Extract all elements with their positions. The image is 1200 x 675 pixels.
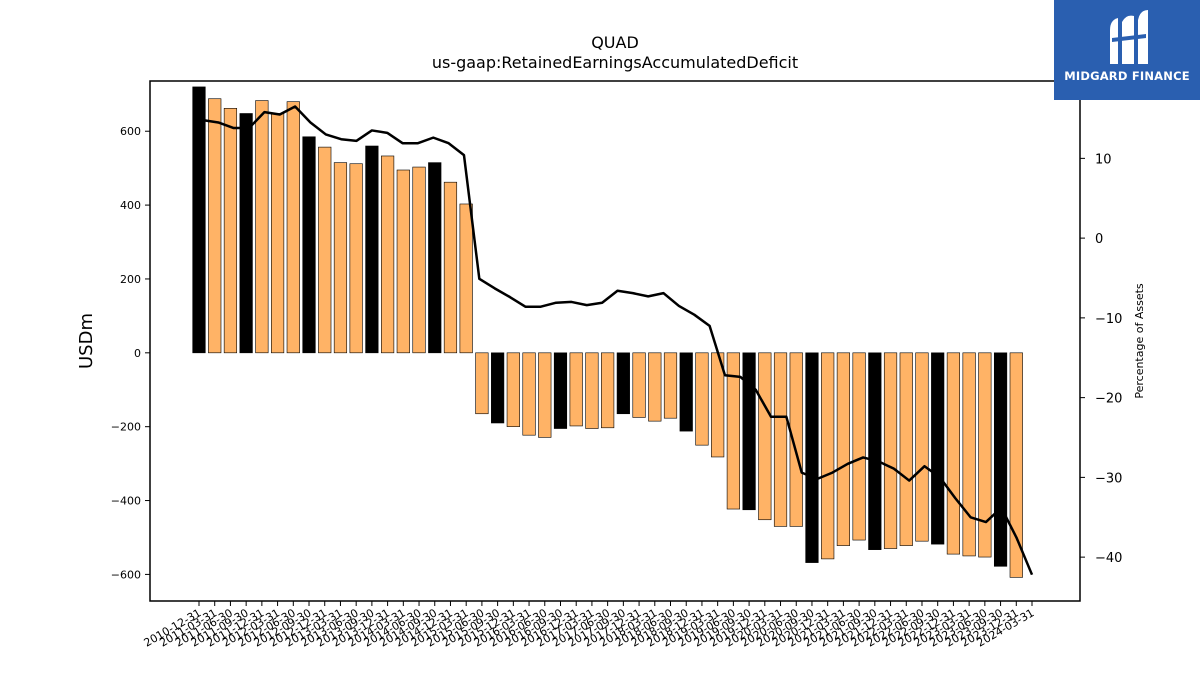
y-axis-label: USDm bbox=[76, 313, 97, 369]
bar-2022-03-31 bbox=[899, 352, 913, 546]
bar-2023-06-30 bbox=[978, 352, 992, 558]
bar-2016-12-31 bbox=[569, 352, 583, 427]
bar-2011-03-31 bbox=[208, 98, 222, 354]
bar-2014-06-30 bbox=[412, 166, 426, 354]
bar-2018-09-30 bbox=[679, 352, 693, 432]
bar-2013-03-31 bbox=[333, 162, 348, 354]
y-tick-label: 600 bbox=[120, 125, 141, 138]
y-tick-label: 200 bbox=[120, 273, 141, 286]
bar-2020-06-30 bbox=[789, 352, 803, 527]
y2-tick-label: −40 bbox=[1095, 551, 1122, 566]
y-tick-label: −200 bbox=[111, 421, 141, 434]
bar-2017-09-30 bbox=[616, 352, 630, 415]
bar-2013-12-31 bbox=[381, 155, 395, 354]
midgard-logo-text: MIDGARD FINANCE bbox=[1064, 69, 1190, 83]
y-tick-label: 400 bbox=[120, 199, 141, 212]
y2-tick-label: −20 bbox=[1095, 392, 1122, 407]
bar-2017-03-31 bbox=[585, 352, 599, 429]
bar-2010-12-31 bbox=[192, 86, 206, 354]
x-axis: 2010-12-312011-03-312011-06-302011-09-30… bbox=[142, 601, 1037, 650]
bar-2012-03-31 bbox=[270, 113, 285, 354]
chart-title: QUAD bbox=[591, 33, 639, 52]
bar-2012-06-30 bbox=[286, 101, 300, 354]
bar-2021-12-31 bbox=[883, 352, 898, 549]
bar-2021-06-30 bbox=[852, 352, 866, 541]
bar-2011-06-30 bbox=[223, 108, 238, 354]
bar-2021-03-31 bbox=[836, 352, 850, 546]
bar-2022-09-30 bbox=[931, 352, 945, 545]
midgard-logo: MIDGARD FINANCE bbox=[1054, 0, 1200, 100]
bar-2020-09-30 bbox=[805, 352, 819, 563]
bar-2018-06-30 bbox=[663, 352, 678, 419]
bar-2015-03-31 bbox=[459, 203, 473, 354]
y2-axis-label: Percentage of Assets bbox=[1133, 283, 1146, 399]
bar-2015-09-30 bbox=[491, 352, 505, 424]
bar-2022-12-31 bbox=[946, 352, 961, 555]
bar-2019-06-30 bbox=[726, 352, 740, 510]
y-tick-label: 0 bbox=[134, 347, 141, 360]
bar-2018-03-31 bbox=[648, 352, 662, 422]
bar-2020-12-31 bbox=[821, 352, 835, 560]
bar-2023-03-31 bbox=[962, 352, 976, 557]
bar-2012-12-31 bbox=[318, 146, 332, 354]
bar-2014-03-31 bbox=[396, 169, 410, 354]
bar-2019-12-31 bbox=[758, 352, 772, 521]
bar-2019-09-30 bbox=[742, 352, 756, 511]
y-tick-label: −600 bbox=[111, 568, 141, 581]
line-group bbox=[202, 105, 1034, 576]
bar-2023-12-31 bbox=[1009, 352, 1023, 578]
y2-tick-label: 10 bbox=[1095, 152, 1112, 167]
bar-2017-12-31 bbox=[632, 352, 646, 418]
bar-2014-09-30 bbox=[428, 162, 442, 354]
bar-2018-12-31 bbox=[695, 352, 709, 446]
y2-tick-label: −10 bbox=[1095, 312, 1122, 327]
y2-tick-label: 0 bbox=[1095, 232, 1103, 247]
bar-2016-09-30 bbox=[553, 352, 568, 429]
bar-2012-09-30 bbox=[302, 136, 316, 354]
plot-frame bbox=[149, 80, 1081, 602]
bar-2021-09-30 bbox=[868, 352, 882, 550]
bar-2013-06-30 bbox=[349, 163, 363, 354]
y-axis: 600 400 200 0 −200 −400 −600 bbox=[111, 125, 150, 581]
bar-2023-09-30 bbox=[993, 352, 1008, 567]
bar-2017-06-30 bbox=[601, 352, 615, 429]
bar-group bbox=[192, 86, 1023, 578]
bar-2014-12-31 bbox=[443, 181, 458, 354]
pct-assets-line bbox=[202, 105, 1034, 576]
bar-2013-09-30 bbox=[365, 145, 379, 354]
bar-2022-06-30 bbox=[915, 352, 929, 542]
chart-subtitle: us-gaap:RetainedEarningsAccumulatedDefic… bbox=[432, 53, 798, 72]
y2-tick-label: −30 bbox=[1095, 471, 1122, 486]
bar-2015-06-30 bbox=[475, 352, 489, 415]
bar-2020-03-31 bbox=[773, 352, 788, 527]
y2-axis: 10 0 −10 −20 −30 −40 bbox=[1080, 152, 1122, 566]
y-tick-label: −400 bbox=[111, 495, 141, 508]
bar-2015-12-31 bbox=[506, 352, 520, 427]
midgard-logo-icon bbox=[1110, 10, 1148, 65]
bar-2011-12-31 bbox=[255, 100, 269, 354]
bar-2016-06-30 bbox=[538, 352, 552, 438]
bar-2016-03-31 bbox=[522, 352, 536, 436]
bar-2011-09-30 bbox=[239, 113, 253, 354]
